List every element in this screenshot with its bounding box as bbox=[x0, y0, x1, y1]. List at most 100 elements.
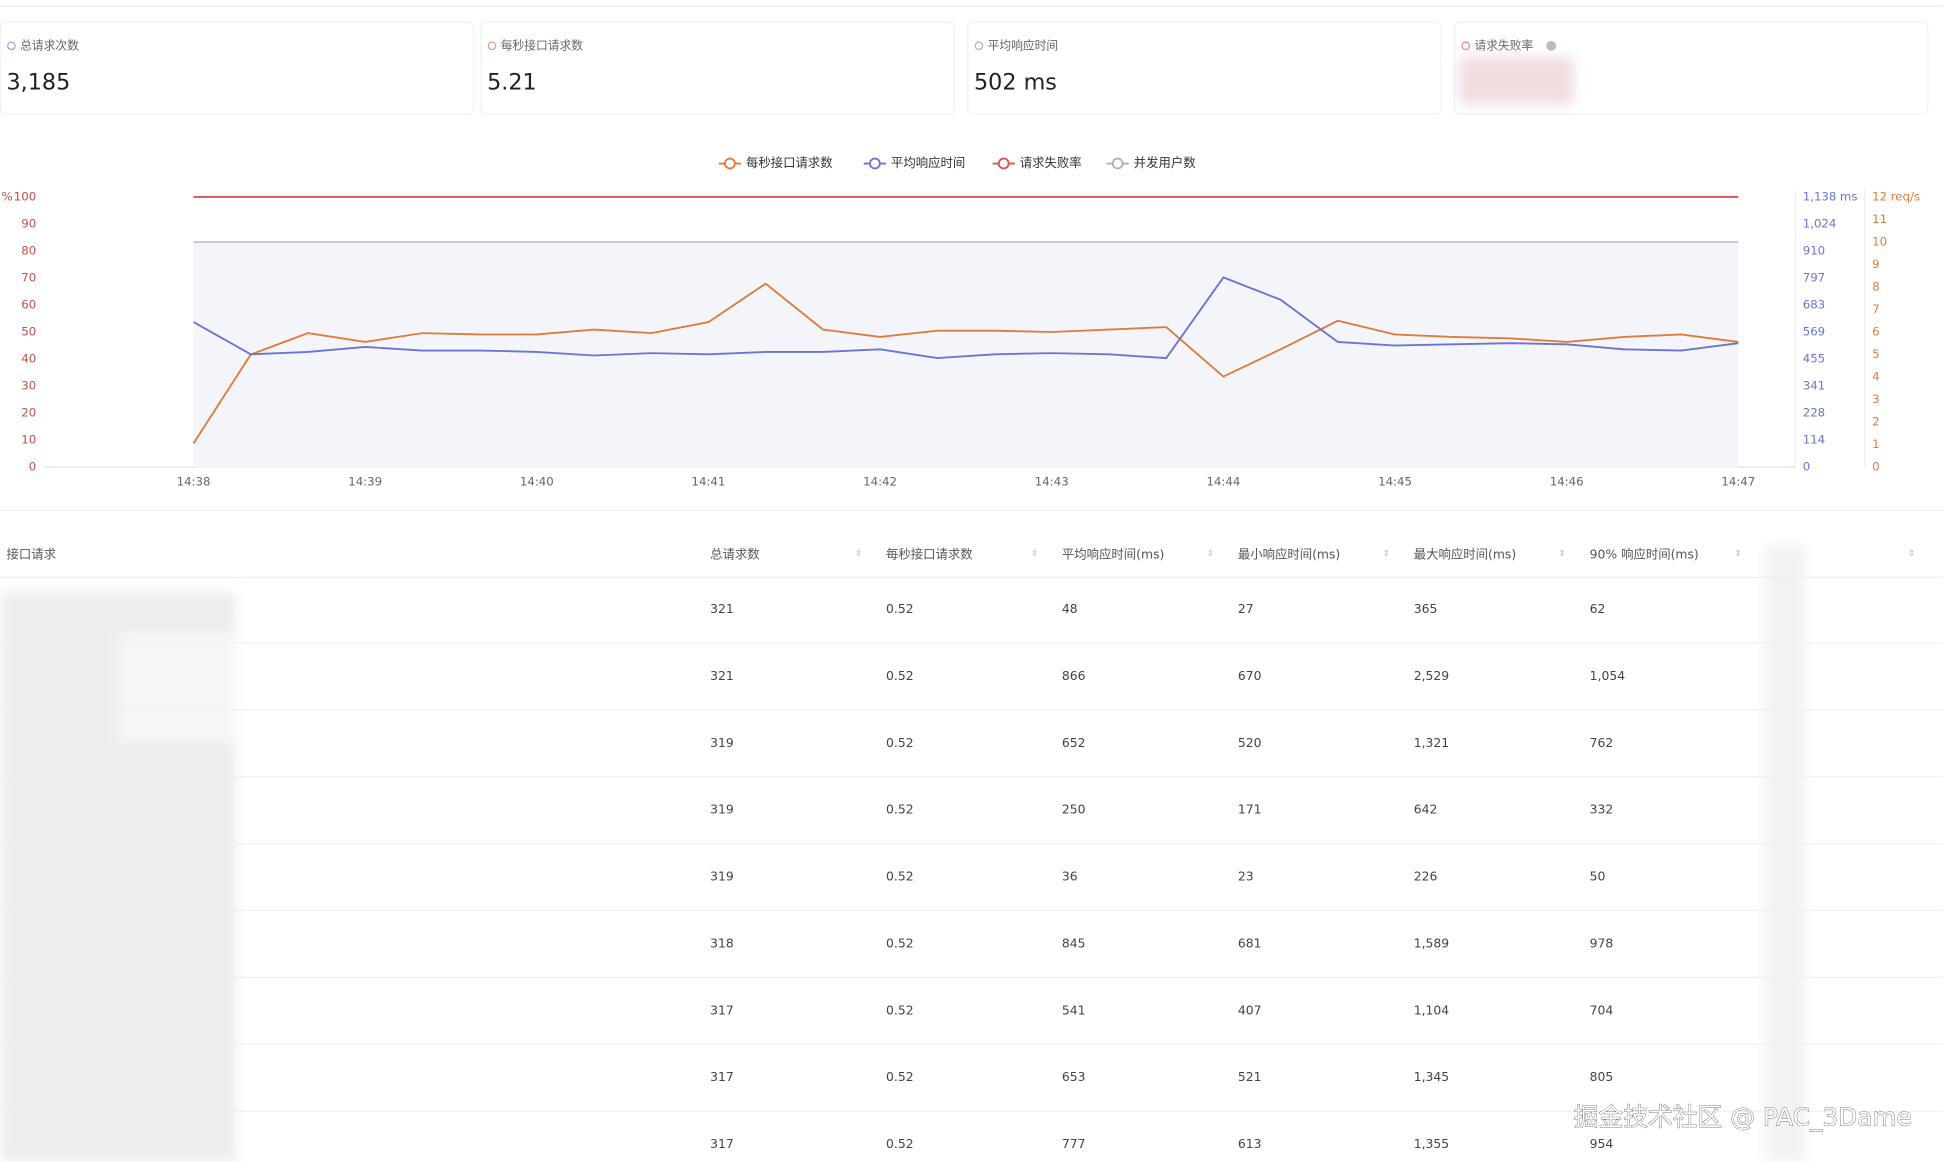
table-cell: 226 bbox=[1414, 870, 1438, 884]
series-line bbox=[192, 282, 1739, 444]
y-tick-label: 683 bbox=[1803, 297, 1825, 311]
table-cell: 866 bbox=[1062, 669, 1086, 683]
card-label: 请求失败率 bbox=[1474, 38, 1533, 52]
table-cell: 0.52 bbox=[886, 1003, 914, 1017]
table-cell: 762 bbox=[1590, 736, 1614, 750]
sort-icon: ⇕ bbox=[855, 549, 862, 559]
column-header: 90% 响应时间(ms) bbox=[1590, 546, 1699, 561]
legend-marker bbox=[724, 157, 736, 170]
table-cell: 0.52 bbox=[886, 936, 914, 950]
table-cell: 1,355 bbox=[1414, 1137, 1449, 1151]
y-tick-label: 90 bbox=[21, 216, 36, 230]
legend-label: 每秒接口请求数 bbox=[746, 155, 833, 170]
legend-marker bbox=[1111, 157, 1124, 170]
x-tick-label: 14:44 bbox=[1206, 474, 1240, 488]
table-cell: 845 bbox=[1062, 936, 1086, 950]
table-cell: 23 bbox=[1238, 870, 1254, 884]
column-header: 总请求数 bbox=[710, 546, 760, 561]
card-dot bbox=[487, 41, 497, 51]
y-tick-label: 3 bbox=[1872, 392, 1879, 406]
table-cell: 954 bbox=[1590, 1137, 1614, 1151]
y-tick-label: 0 bbox=[29, 460, 36, 474]
y-tick-label: 7 bbox=[1872, 302, 1879, 316]
card-dot bbox=[1461, 41, 1471, 51]
column-header: 每秒接口请求数 bbox=[886, 546, 973, 561]
y-tick-label: 10 bbox=[21, 433, 36, 447]
x-tick-label: 14:46 bbox=[1550, 474, 1584, 488]
table-cell: 0.52 bbox=[886, 870, 914, 884]
card bbox=[480, 21, 955, 115]
y-tick-label: 60 bbox=[21, 297, 36, 311]
table-cell: 541 bbox=[1062, 1003, 1086, 1017]
legend-label: 平均响应时间 bbox=[891, 155, 965, 170]
table-cell: 642 bbox=[1414, 803, 1438, 817]
table-cell: 1,054 bbox=[1590, 669, 1626, 683]
y-tick-label: 9 bbox=[1872, 257, 1879, 271]
y-tick-label: 2 bbox=[1872, 415, 1879, 429]
column-header: 最大响应时间(ms) bbox=[1414, 546, 1516, 561]
table-cell: 321 bbox=[710, 669, 734, 683]
x-tick-label: 14:38 bbox=[177, 474, 211, 488]
y-tick-label: 40 bbox=[21, 352, 36, 366]
table-cell: 48 bbox=[1062, 602, 1078, 616]
y-tick-label: 228 bbox=[1803, 405, 1825, 419]
table: 接口请求 总请求数 ⇕ 每秒接口请求数 ⇕ 平均响应时间(ms) ⇕ 最小响应时间(ms) ⇕ 最… bbox=[0, 546, 1943, 1151]
table-cell: 777 bbox=[1062, 1137, 1086, 1151]
table-cell: 1,321 bbox=[1414, 736, 1449, 750]
table-cell: 0.52 bbox=[886, 1137, 914, 1151]
y-tick-label: 30 bbox=[21, 379, 36, 393]
area-fill bbox=[193, 241, 1739, 468]
sort-icon: ⇕ bbox=[1908, 549, 1915, 559]
card-value: 3,185 bbox=[6, 69, 70, 95]
y-tick-label: 80 bbox=[21, 243, 36, 257]
table-cell: 318 bbox=[710, 936, 734, 950]
stat-cards: 总请求次数 3,185 每秒接口请求数 5.21 平均响应时间 502 ms 请求失败率 bbox=[0, 21, 1929, 115]
sort-icon: ⇕ bbox=[1207, 549, 1214, 559]
table-cell: 653 bbox=[1062, 1070, 1086, 1084]
table-cell: 0.52 bbox=[886, 669, 914, 683]
sort-icon: ⇕ bbox=[1735, 549, 1742, 559]
legend-label: 请求失败率 bbox=[1020, 155, 1082, 170]
x-tick-label: 14:45 bbox=[1378, 474, 1412, 488]
table-cell: 50 bbox=[1590, 870, 1606, 884]
table-cell: 520 bbox=[1238, 736, 1262, 750]
table-cell: 317 bbox=[710, 1003, 734, 1017]
x-tick-label: 14:40 bbox=[520, 474, 554, 488]
x-tick-label: 14:43 bbox=[1035, 474, 1069, 488]
table-cell: 319 bbox=[710, 803, 734, 817]
card-label: 总请求次数 bbox=[20, 38, 79, 52]
y-tick-label: 569 bbox=[1803, 324, 1825, 338]
sort-icon: ⇕ bbox=[1559, 549, 1566, 559]
y-tick-label: 70 bbox=[21, 270, 36, 284]
card-dot bbox=[7, 41, 16, 51]
x-tick-label: 14:39 bbox=[348, 474, 382, 488]
table-cell: 805 bbox=[1590, 1070, 1614, 1084]
table-cell: 1,104 bbox=[1414, 1003, 1450, 1017]
y-tick-label: 0 bbox=[1872, 460, 1879, 474]
table-cell: 319 bbox=[710, 736, 734, 750]
info-icon bbox=[1546, 40, 1557, 51]
card-value: 502 ms bbox=[974, 69, 1057, 95]
y-tick-label: 5 bbox=[1872, 347, 1879, 361]
y-tick-label: 4 bbox=[1872, 370, 1879, 384]
y-tick-label: 797 bbox=[1803, 270, 1825, 284]
y-tick-label: 20 bbox=[21, 406, 36, 420]
table-cell: 0.52 bbox=[886, 602, 914, 616]
y-tick-label: 910 bbox=[1803, 244, 1825, 258]
table-cell: 321 bbox=[710, 602, 734, 616]
y-tick-label: 50 bbox=[21, 324, 36, 338]
legend-label: 并发用户数 bbox=[1134, 155, 1197, 170]
y-tick-label: 455 bbox=[1803, 352, 1825, 366]
y-tick-label: 100 bbox=[14, 189, 36, 203]
table-cell: 1,589 bbox=[1414, 936, 1449, 950]
axis-unit: % bbox=[2, 189, 13, 203]
card-value: 5.21 bbox=[487, 69, 537, 95]
column-header: 接口请求 bbox=[6, 546, 56, 561]
y-tick-label: 1,138 bbox=[1803, 189, 1837, 203]
table-cell: 2,529 bbox=[1414, 669, 1449, 683]
table-cell: 613 bbox=[1238, 1137, 1262, 1151]
table-cell: 171 bbox=[1238, 803, 1262, 817]
table-cell: 681 bbox=[1238, 936, 1262, 950]
table-cell: 317 bbox=[710, 1137, 734, 1151]
watermark: 掘金技术社区 @ PAC_3Dame bbox=[1574, 1103, 1912, 1132]
